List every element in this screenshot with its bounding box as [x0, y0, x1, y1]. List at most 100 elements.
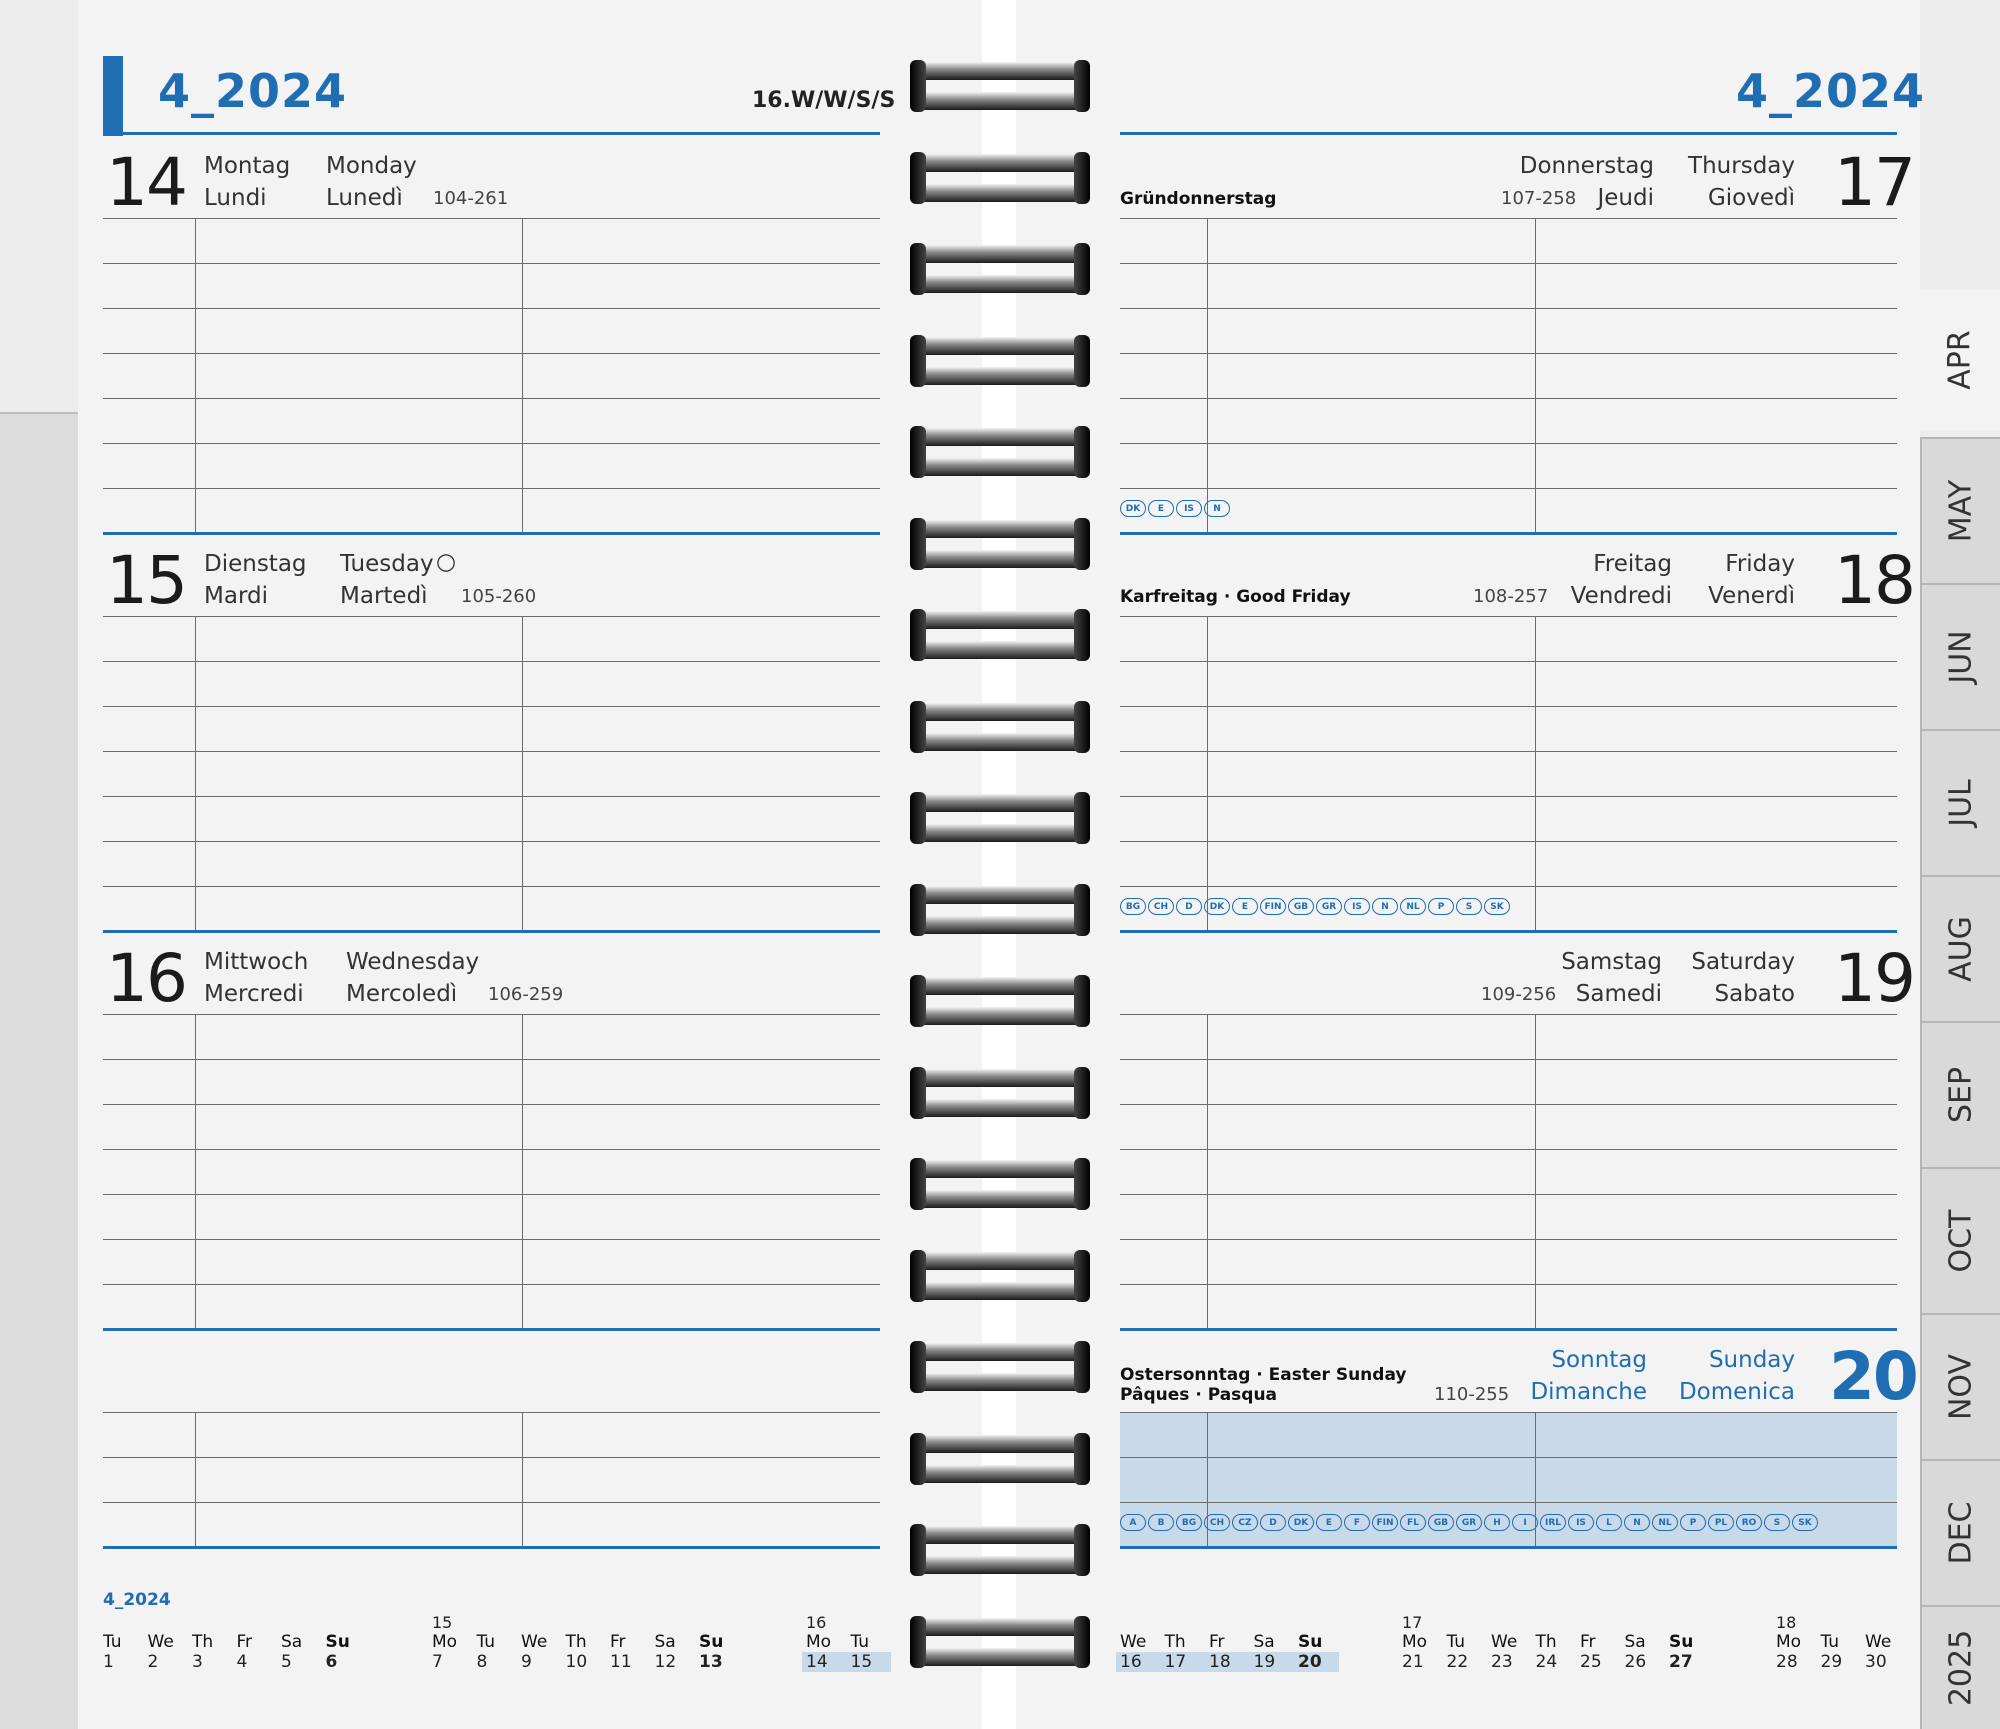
date-cell[interactable]: 20: [1294, 1652, 1339, 1672]
date-cell[interactable]: 1: [103, 1652, 114, 1672]
ruled-line: [103, 1194, 880, 1195]
week-tag: 16.W/W/S/S: [752, 88, 896, 113]
date-cell[interactable]: 30: [1865, 1652, 1887, 1672]
date-cell[interactable]: 16: [1116, 1652, 1161, 1672]
right-month-title: 4_2024: [1736, 64, 1926, 118]
tab-may[interactable]: MAY: [1920, 437, 2000, 583]
date-cell[interactable]: 5: [281, 1652, 292, 1672]
column-divider: [195, 1412, 196, 1546]
day-name-de: Sonntag: [1551, 1347, 1647, 1373]
date-cell[interactable]: 19: [1249, 1652, 1294, 1672]
column-divider: [195, 218, 196, 532]
country-codes: A B BG CH CZ D DK E F FIN FL GB GR H I IRL IS L N NL P PL RO S S…: [1120, 1514, 1818, 1531]
day-name-it: Martedì: [340, 583, 428, 609]
weekday-label: Tu: [103, 1632, 122, 1652]
ruled-line: [1120, 886, 1897, 887]
ruled-line: [1120, 1284, 1897, 1285]
tab-nov[interactable]: NOV: [1920, 1313, 2000, 1459]
day-name-de: Samstag: [1561, 949, 1662, 975]
date-cell[interactable]: 15: [846, 1652, 891, 1672]
weekday-label: Mo: [806, 1632, 832, 1652]
ruled-line: [1120, 1457, 1897, 1458]
tab-sep[interactable]: SEP: [1920, 1021, 2000, 1167]
date-cell[interactable]: 26: [1624, 1652, 1647, 1672]
date-cell[interactable]: 24: [1535, 1652, 1558, 1672]
date-cell[interactable]: 9: [521, 1652, 532, 1672]
country-code-badge: SK: [1484, 898, 1510, 915]
date-cell[interactable]: 6: [325, 1652, 338, 1672]
weekday-label: Fr: [236, 1632, 253, 1652]
day-name-en: Friday: [1725, 551, 1795, 577]
day-number: 19: [1834, 940, 1916, 1017]
header-rule: [1120, 132, 1897, 135]
country-code-badge: S: [1764, 1514, 1790, 1531]
ruled-line: [1120, 661, 1897, 662]
date-cell[interactable]: 7: [432, 1652, 443, 1672]
date-cell[interactable]: 13: [699, 1652, 723, 1672]
date-cell[interactable]: 21: [1402, 1652, 1424, 1672]
date-cell[interactable]: 25: [1580, 1652, 1602, 1672]
date-cell[interactable]: 28: [1776, 1652, 1798, 1672]
country-code-badge: DK: [1204, 898, 1230, 915]
date-cell[interactable]: 11: [610, 1652, 632, 1672]
country-code-badge: GB: [1428, 1514, 1454, 1531]
ruled-line: [1120, 751, 1897, 752]
binding-ring: [910, 426, 1090, 478]
week-number: 16: [806, 1613, 827, 1632]
date-cell[interactable]: 3: [192, 1652, 203, 1672]
column-divider: [522, 1014, 523, 1328]
ruled-line: [1120, 218, 1897, 219]
ruled-line: [1120, 1412, 1897, 1413]
date-cell[interactable]: 2: [147, 1652, 159, 1672]
date-cell[interactable]: 29: [1820, 1652, 1843, 1672]
tab-dec[interactable]: DEC: [1920, 1459, 2000, 1605]
tab-oct[interactable]: OCT: [1920, 1167, 2000, 1313]
ruled-line: [103, 661, 880, 662]
binding-ring: [910, 1066, 1090, 1119]
date-cell[interactable]: 8: [476, 1652, 488, 1672]
country-code-badge: GR: [1316, 898, 1342, 915]
weekday-label: We: [521, 1632, 548, 1652]
country-codes: BG CH D DK E FIN GB GR IS N NL P S SK: [1120, 898, 1510, 915]
day-name-it: Lunedì: [326, 185, 403, 211]
date-cell[interactable]: 27: [1669, 1652, 1693, 1672]
month-marker: [103, 56, 123, 136]
week-number: 15: [432, 1613, 453, 1632]
date-cell[interactable]: 4: [236, 1652, 248, 1672]
ruled-line: [103, 218, 880, 219]
column-divider: [1535, 616, 1536, 930]
column-divider: [195, 616, 196, 930]
date-cell[interactable]: 12: [654, 1652, 677, 1672]
date-cell[interactable]: 14: [802, 1652, 847, 1672]
day-name-en: Monday: [326, 153, 417, 179]
weekday-label: Mo: [1402, 1632, 1428, 1652]
date-cell[interactable]: 10: [565, 1652, 588, 1672]
country-code-badge: BG: [1176, 1514, 1202, 1531]
binding-ring: [910, 334, 1090, 387]
holiday-name: Gründonnerstag: [1120, 189, 1277, 209]
holiday-name: Ostersonntag · Easter Sunday: [1120, 1365, 1407, 1385]
country-code-badge: F: [1344, 1514, 1370, 1531]
tab-2025[interactable]: 2025: [1920, 1605, 2000, 1729]
country-code-badge: FIN: [1260, 898, 1286, 915]
day-name-fr: Samedi: [1575, 981, 1662, 1007]
date-cell[interactable]: 17: [1160, 1652, 1205, 1672]
ruled-line: [103, 1457, 880, 1458]
tab-apr[interactable]: APR: [1920, 290, 2000, 430]
left-page-edge: [0, 412, 78, 1729]
tab-aug[interactable]: AUG: [1920, 875, 2000, 1021]
tab-jul[interactable]: JUL: [1920, 729, 2000, 875]
date-cell[interactable]: 22: [1446, 1652, 1469, 1672]
ruled-line: [103, 398, 880, 399]
country-code-badge: GR: [1456, 1514, 1482, 1531]
binding-ring: [910, 517, 1090, 570]
tab-jun[interactable]: JUN: [1920, 583, 2000, 729]
date-cell[interactable]: 18: [1205, 1652, 1250, 1672]
country-code-badge: NL: [1652, 1514, 1678, 1531]
country-code-badge: DK: [1288, 1514, 1314, 1531]
binding-ring: [910, 700, 1090, 753]
day-name-it: Mercoledì: [346, 981, 458, 1007]
day-rule: [1120, 1328, 1897, 1331]
date-cell[interactable]: 23: [1491, 1652, 1513, 1672]
day-name-en: Thursday: [1688, 153, 1795, 179]
